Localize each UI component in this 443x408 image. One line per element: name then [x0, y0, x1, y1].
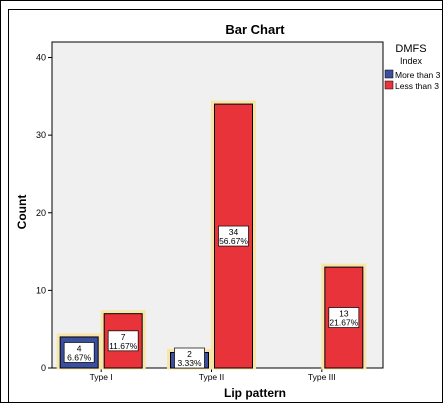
y-axis-label: Count	[15, 195, 29, 230]
legend-title-line2: Index	[400, 56, 423, 66]
data-label-count: 13	[339, 309, 349, 319]
data-label-box	[107, 330, 139, 352]
x-tick-label: Type II	[199, 372, 225, 382]
y-axis: 0 10 20 30 40	[36, 53, 52, 373]
data-label-box	[63, 342, 95, 363]
data-label-box	[218, 225, 249, 247]
data-label-percent: 56.67%	[219, 236, 248, 246]
data-label-count: 7	[121, 332, 126, 342]
data-label-percent: 11.67%	[109, 341, 138, 351]
legend-label-more-than-3: More than 3	[395, 70, 441, 80]
y-tick-label: 0	[41, 363, 46, 373]
x-tick-label: Type I	[90, 372, 113, 382]
data-label-percent: 6.67%	[67, 352, 92, 362]
legend: DMFS Index More than 3 Less than 3	[384, 43, 441, 91]
legend-swatch-more-than-3	[384, 69, 394, 79]
legend-title-line1: DMFS	[395, 43, 426, 55]
data-label-count: 34	[229, 227, 239, 237]
x-axis-label: Lip pattern	[224, 386, 286, 400]
data-label-count: 2	[187, 349, 192, 359]
y-tick-label: 20	[36, 208, 46, 218]
y-tick-label: 40	[36, 53, 46, 63]
legend-swatch-less-than-3	[384, 80, 394, 90]
data-label-count: 4	[77, 343, 82, 353]
y-tick-label: 30	[36, 130, 46, 140]
legend-label-less-than-3: Less than 3	[395, 81, 439, 91]
x-tick-label: Type III	[308, 372, 336, 382]
chart-title: Bar Chart	[225, 22, 285, 37]
data-label-box	[174, 347, 205, 369]
data-label-percent: 3.33%	[177, 358, 202, 368]
y-tick-label: 10	[36, 285, 46, 295]
data-label-box	[328, 307, 360, 328]
data-label-percent: 21.67%	[329, 318, 358, 328]
